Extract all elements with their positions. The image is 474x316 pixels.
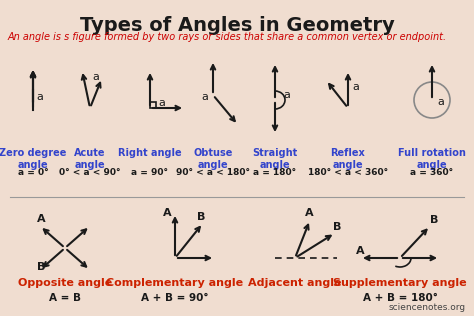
Text: a: a xyxy=(92,72,99,82)
Text: B: B xyxy=(37,262,46,272)
Text: A: A xyxy=(37,214,46,224)
Text: Obtuse
angle: Obtuse angle xyxy=(193,148,233,170)
Text: a: a xyxy=(283,90,290,100)
Text: A = B: A = B xyxy=(49,293,81,303)
Text: 90° < a < 180°: 90° < a < 180° xyxy=(176,168,250,177)
Text: Complementary angle: Complementary angle xyxy=(107,278,244,288)
Text: 180° < a < 360°: 180° < a < 360° xyxy=(308,168,388,177)
Text: Right angle: Right angle xyxy=(118,148,182,158)
Text: A + B = 90°: A + B = 90° xyxy=(141,293,209,303)
Text: Acute
angle: Acute angle xyxy=(74,148,106,170)
Text: A + B = 180°: A + B = 180° xyxy=(363,293,438,303)
Text: a = 360°: a = 360° xyxy=(410,168,454,177)
Text: Types of Angles in Geometry: Types of Angles in Geometry xyxy=(80,16,394,35)
Text: a: a xyxy=(437,97,444,107)
Text: sciencenotes.org: sciencenotes.org xyxy=(389,303,466,312)
Text: Opposite angle: Opposite angle xyxy=(18,278,112,288)
Text: a: a xyxy=(201,92,208,102)
Text: 0° < a < 90°: 0° < a < 90° xyxy=(59,168,121,177)
Text: Supplementary angle: Supplementary angle xyxy=(333,278,467,288)
Text: a = 90°: a = 90° xyxy=(131,168,168,177)
Text: A: A xyxy=(305,208,314,218)
Text: B: B xyxy=(430,215,438,225)
Text: Reflex
angle: Reflex angle xyxy=(331,148,365,170)
Text: Full rotation
angle: Full rotation angle xyxy=(398,148,466,170)
Bar xyxy=(150,102,156,108)
Text: Adjacent angle: Adjacent angle xyxy=(248,278,342,288)
Text: a = 0°: a = 0° xyxy=(18,168,48,177)
Text: a: a xyxy=(158,98,165,108)
Text: B: B xyxy=(333,222,341,232)
Text: A: A xyxy=(163,208,172,218)
Text: a = 180°: a = 180° xyxy=(254,168,297,177)
Text: B: B xyxy=(197,212,205,222)
Text: A: A xyxy=(356,246,365,256)
Text: a: a xyxy=(352,82,359,92)
Text: An angle is s figure formed by two rays or sides that share a common vertex or e: An angle is s figure formed by two rays … xyxy=(8,32,447,42)
Text: a: a xyxy=(36,92,43,102)
Text: Straight
angle: Straight angle xyxy=(252,148,298,170)
Text: Zero degree
angle: Zero degree angle xyxy=(0,148,67,170)
